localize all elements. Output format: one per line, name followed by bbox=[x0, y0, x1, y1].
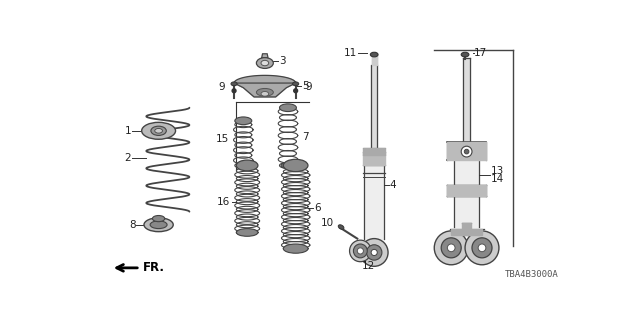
Text: 14: 14 bbox=[492, 173, 504, 184]
Ellipse shape bbox=[461, 52, 469, 57]
Ellipse shape bbox=[339, 225, 344, 229]
Circle shape bbox=[360, 239, 388, 266]
Ellipse shape bbox=[371, 52, 378, 57]
Text: 9: 9 bbox=[218, 82, 225, 92]
Text: 6: 6 bbox=[314, 203, 321, 213]
Text: 12: 12 bbox=[362, 261, 375, 271]
Ellipse shape bbox=[141, 122, 175, 139]
Ellipse shape bbox=[155, 129, 163, 133]
Ellipse shape bbox=[152, 215, 164, 222]
Polygon shape bbox=[234, 83, 296, 97]
Text: 17: 17 bbox=[474, 48, 488, 58]
Circle shape bbox=[447, 244, 455, 252]
Polygon shape bbox=[372, 55, 376, 65]
Text: 5: 5 bbox=[302, 81, 308, 91]
Text: 13: 13 bbox=[492, 166, 504, 176]
Polygon shape bbox=[454, 142, 479, 154]
Text: 11: 11 bbox=[344, 48, 357, 58]
Circle shape bbox=[353, 244, 367, 258]
Ellipse shape bbox=[231, 82, 237, 86]
Text: TBA4B3000A: TBA4B3000A bbox=[505, 270, 559, 279]
Text: 10: 10 bbox=[321, 218, 334, 228]
Circle shape bbox=[349, 240, 371, 262]
Text: 16: 16 bbox=[217, 196, 230, 207]
Circle shape bbox=[232, 89, 236, 93]
Circle shape bbox=[294, 89, 298, 93]
Ellipse shape bbox=[144, 218, 173, 232]
Polygon shape bbox=[451, 229, 482, 235]
Text: 9: 9 bbox=[305, 82, 312, 92]
Circle shape bbox=[367, 245, 382, 260]
Ellipse shape bbox=[280, 104, 296, 112]
Circle shape bbox=[478, 244, 486, 252]
Circle shape bbox=[465, 231, 499, 265]
Ellipse shape bbox=[284, 244, 308, 253]
Text: 3: 3 bbox=[279, 57, 285, 67]
Ellipse shape bbox=[235, 117, 252, 124]
Polygon shape bbox=[447, 142, 486, 160]
Ellipse shape bbox=[281, 162, 295, 169]
Polygon shape bbox=[364, 148, 385, 156]
Ellipse shape bbox=[292, 82, 299, 86]
Text: 7: 7 bbox=[302, 132, 308, 142]
Ellipse shape bbox=[261, 60, 269, 66]
Polygon shape bbox=[364, 154, 384, 239]
Ellipse shape bbox=[257, 88, 273, 96]
Ellipse shape bbox=[236, 160, 258, 171]
Text: 1: 1 bbox=[125, 126, 132, 136]
Text: 4: 4 bbox=[390, 180, 396, 190]
Text: 15: 15 bbox=[216, 134, 230, 144]
Polygon shape bbox=[463, 58, 470, 142]
Ellipse shape bbox=[257, 58, 273, 68]
Ellipse shape bbox=[261, 92, 269, 96]
Ellipse shape bbox=[236, 228, 258, 236]
Text: FR.: FR. bbox=[143, 261, 165, 274]
Circle shape bbox=[441, 238, 461, 258]
Ellipse shape bbox=[151, 126, 166, 135]
Ellipse shape bbox=[150, 221, 167, 228]
Circle shape bbox=[435, 231, 468, 265]
Text: 8: 8 bbox=[129, 220, 136, 230]
Polygon shape bbox=[462, 223, 471, 231]
Polygon shape bbox=[447, 185, 486, 196]
Circle shape bbox=[464, 149, 469, 154]
Circle shape bbox=[371, 249, 378, 256]
Circle shape bbox=[472, 238, 492, 258]
Circle shape bbox=[357, 248, 364, 254]
Polygon shape bbox=[364, 152, 385, 165]
Ellipse shape bbox=[236, 162, 250, 169]
Polygon shape bbox=[262, 54, 268, 58]
Circle shape bbox=[461, 146, 472, 157]
Ellipse shape bbox=[284, 159, 308, 172]
Polygon shape bbox=[454, 154, 479, 227]
Text: 2: 2 bbox=[124, 153, 131, 163]
Polygon shape bbox=[371, 65, 378, 154]
